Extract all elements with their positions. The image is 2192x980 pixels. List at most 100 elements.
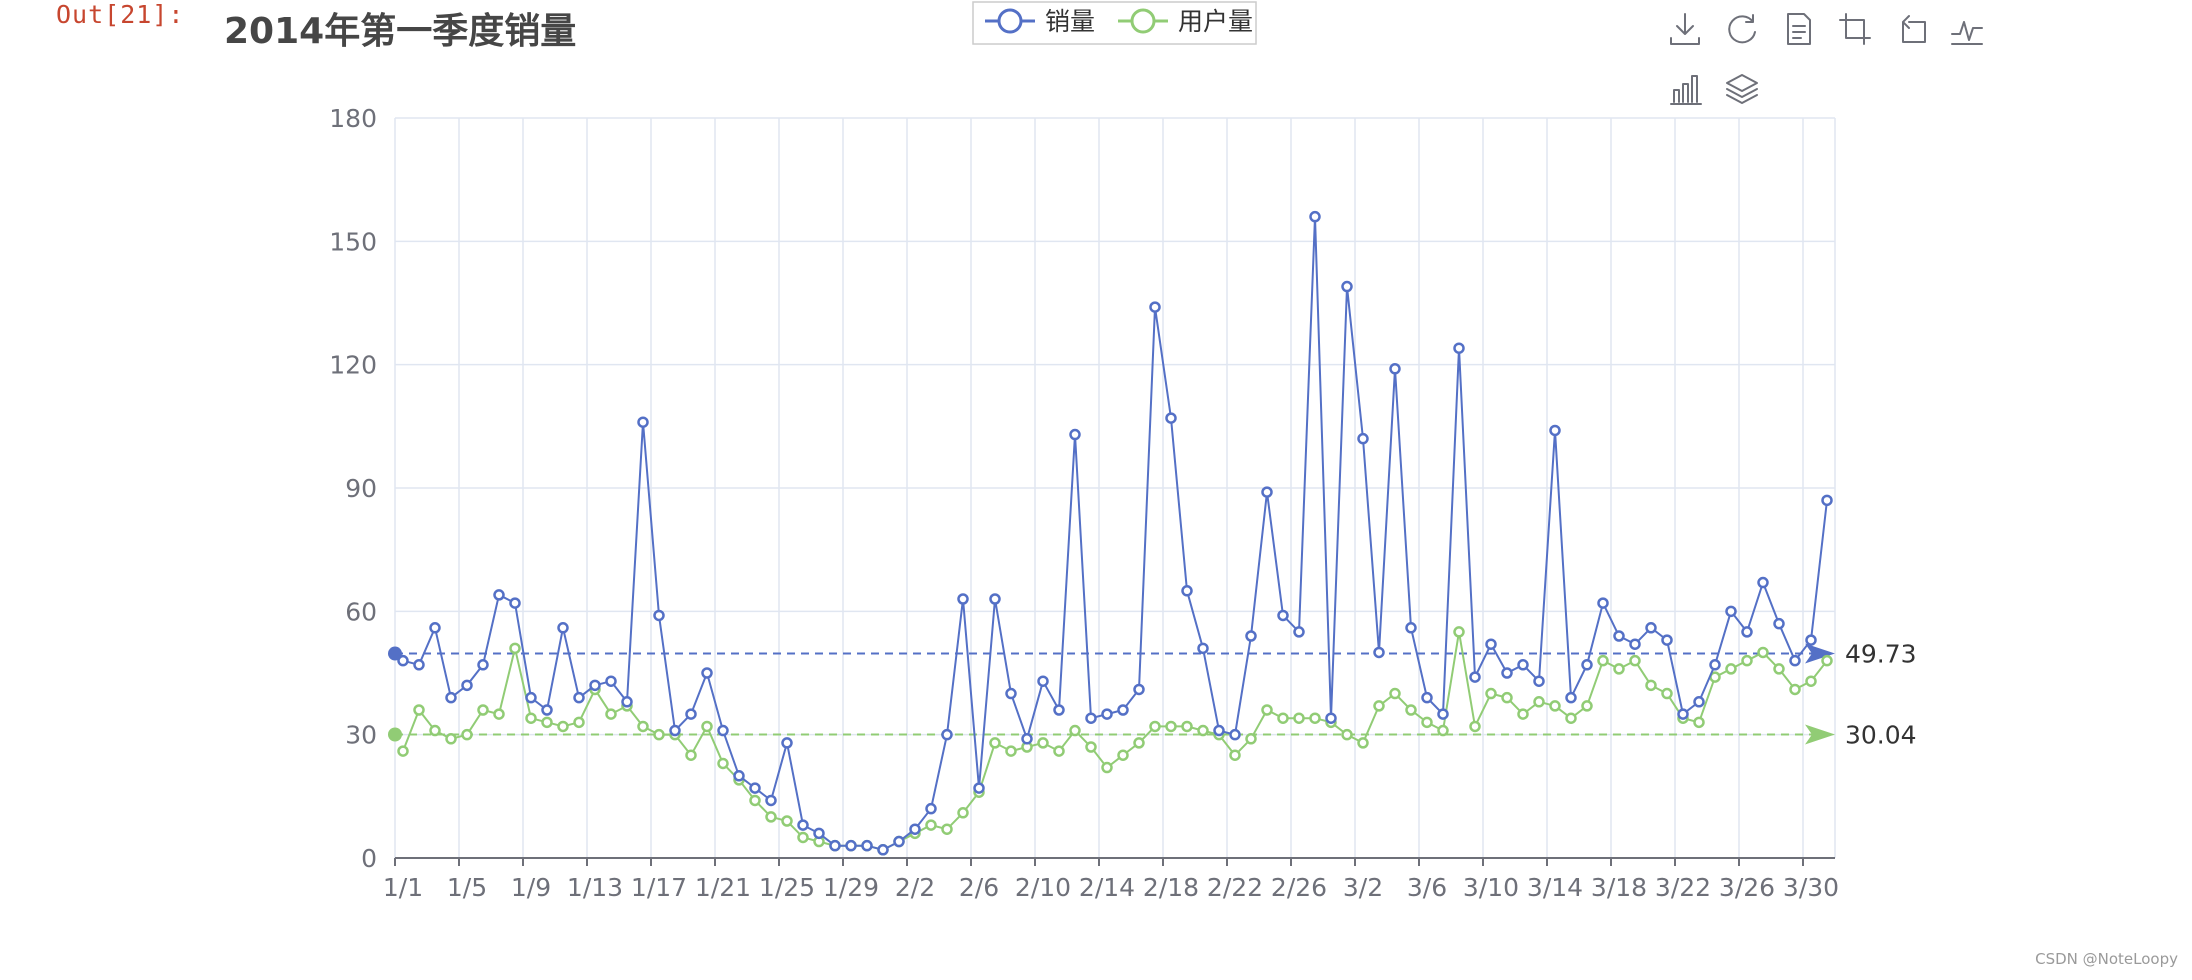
data-point[interactable] — [493, 589, 505, 601]
data-point[interactable] — [1005, 745, 1017, 757]
data-point[interactable] — [1229, 749, 1241, 761]
data-view-icon[interactable] — [1787, 13, 1811, 45]
data-point[interactable] — [1245, 630, 1257, 642]
data-point[interactable] — [1005, 687, 1017, 700]
data-point[interactable] — [397, 654, 409, 667]
data-point[interactable] — [893, 835, 905, 848]
data-point[interactable] — [1165, 412, 1177, 424]
data-point[interactable] — [525, 691, 537, 704]
data-point[interactable] — [1085, 712, 1097, 724]
data-point[interactable] — [957, 807, 969, 819]
data-point[interactable] — [653, 728, 665, 741]
data-point[interactable] — [1261, 704, 1273, 716]
data-point[interactable] — [717, 757, 729, 770]
data-point[interactable] — [461, 728, 473, 741]
data-point[interactable] — [749, 782, 761, 794]
data-point[interactable] — [1645, 622, 1657, 634]
data-point[interactable] — [1293, 712, 1305, 724]
data-point[interactable] — [1373, 700, 1385, 712]
data-point[interactable] — [1533, 696, 1545, 708]
data-point[interactable] — [573, 716, 585, 729]
data-point[interactable] — [989, 593, 1001, 605]
data-point[interactable] — [1821, 654, 1833, 667]
data-point[interactable] — [1533, 675, 1545, 687]
data-point[interactable] — [1645, 679, 1657, 692]
data-point[interactable] — [1693, 716, 1705, 729]
data-point[interactable] — [1501, 691, 1513, 704]
refresh-icon[interactable] — [1728, 14, 1756, 44]
data-point[interactable] — [1757, 646, 1769, 659]
data-point[interactable] — [477, 659, 489, 671]
data-point[interactable] — [1421, 691, 1433, 704]
data-point[interactable] — [877, 844, 889, 856]
data-point[interactable] — [1053, 745, 1065, 757]
data-point[interactable] — [1261, 486, 1273, 498]
data-point[interactable] — [1181, 720, 1193, 733]
data-point[interactable] — [1037, 675, 1049, 687]
data-point[interactable] — [925, 802, 937, 815]
data-point[interactable] — [1165, 720, 1177, 733]
data-point[interactable] — [1581, 700, 1593, 712]
data-point[interactable] — [557, 622, 569, 634]
data-point[interactable] — [1197, 642, 1209, 655]
data-point[interactable] — [669, 724, 681, 737]
data-point[interactable] — [925, 819, 937, 831]
data-point[interactable] — [1213, 724, 1225, 737]
data-point[interactable] — [1341, 280, 1353, 293]
data-point[interactable] — [1613, 663, 1625, 675]
data-point[interactable] — [1341, 728, 1353, 741]
data-point[interactable] — [429, 622, 441, 634]
data-point[interactable] — [733, 770, 745, 782]
data-point[interactable] — [765, 811, 777, 823]
data-point[interactable] — [541, 716, 553, 729]
data-point[interactable] — [557, 720, 569, 733]
data-point[interactable] — [909, 823, 921, 835]
data-point[interactable] — [1741, 654, 1753, 667]
data-point[interactable] — [1389, 687, 1401, 700]
data-point[interactable] — [1565, 691, 1577, 704]
data-point[interactable] — [1437, 724, 1449, 737]
data-point[interactable] — [1405, 622, 1417, 634]
data-point[interactable] — [477, 704, 489, 716]
data-point[interactable] — [1485, 687, 1497, 700]
data-point[interactable] — [1469, 671, 1481, 683]
data-point[interactable] — [1597, 654, 1609, 667]
data-point[interactable] — [1453, 342, 1465, 354]
data-point[interactable] — [1181, 585, 1193, 597]
data-point[interactable] — [1373, 646, 1385, 659]
data-point[interactable] — [1053, 704, 1065, 716]
data-point[interactable] — [1469, 720, 1481, 733]
data-point[interactable] — [621, 696, 633, 708]
data-point[interactable] — [541, 704, 553, 716]
data-point[interactable] — [1421, 716, 1433, 729]
data-point[interactable] — [1101, 761, 1113, 774]
data-point[interactable] — [653, 609, 665, 622]
data-point[interactable] — [1549, 700, 1561, 712]
data-point[interactable] — [1021, 733, 1033, 745]
data-point[interactable] — [1229, 728, 1241, 741]
data-point[interactable] — [1133, 683, 1145, 696]
data-point[interactable] — [1629, 654, 1641, 667]
data-point[interactable] — [1613, 630, 1625, 642]
data-point[interactable] — [973, 782, 985, 794]
data-point[interactable] — [637, 416, 649, 428]
data-point[interactable] — [1725, 605, 1737, 618]
data-point[interactable] — [1485, 638, 1497, 650]
data-point[interactable] — [413, 659, 425, 671]
data-point[interactable] — [1661, 634, 1673, 646]
data-point[interactable] — [445, 733, 457, 745]
data-point[interactable] — [1325, 712, 1337, 724]
data-point[interactable] — [1277, 609, 1289, 622]
data-point[interactable] — [1309, 210, 1321, 223]
data-point[interactable] — [781, 737, 793, 749]
data-point[interactable] — [1037, 737, 1049, 749]
data-point[interactable] — [1069, 724, 1081, 737]
data-point[interactable] — [1581, 659, 1593, 671]
data-point[interactable] — [1437, 708, 1449, 720]
data-point[interactable] — [685, 708, 697, 720]
data-point[interactable] — [1661, 687, 1673, 700]
data-point[interactable] — [1197, 724, 1209, 737]
data-point[interactable] — [1741, 626, 1753, 638]
data-point[interactable] — [1725, 663, 1737, 675]
data-point[interactable] — [845, 839, 857, 852]
